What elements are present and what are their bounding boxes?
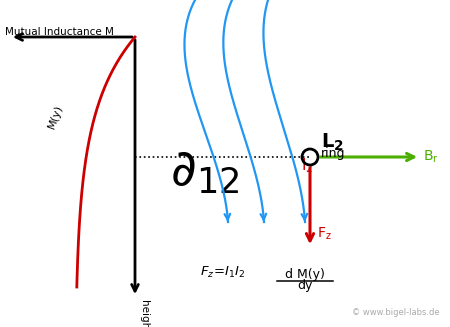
Text: $F_z\!=\!I_1I_2$: $F_z\!=\!I_1I_2$ <box>200 265 246 280</box>
Text: dy: dy <box>297 279 313 292</box>
Text: © www.bigel-labs.de: © www.bigel-labs.de <box>352 308 440 317</box>
Text: ring: ring <box>321 147 346 160</box>
Text: $\mathregular{L_2}$: $\mathregular{L_2}$ <box>321 132 344 153</box>
Text: $\mathregular{B_r}$: $\mathregular{B_r}$ <box>423 149 439 165</box>
Text: $\mathregular{F_z}$: $\mathregular{F_z}$ <box>317 226 332 242</box>
Text: M(y): M(y) <box>46 104 64 130</box>
Text: $\mathregular{I_2}$: $\mathregular{I_2}$ <box>301 156 313 175</box>
Text: Mutual Inductance M: Mutual Inductance M <box>5 27 114 37</box>
Text: $\partial_{12}$: $\partial_{12}$ <box>170 147 240 197</box>
Text: height y: height y <box>140 299 150 327</box>
Text: d M(y): d M(y) <box>285 268 325 281</box>
